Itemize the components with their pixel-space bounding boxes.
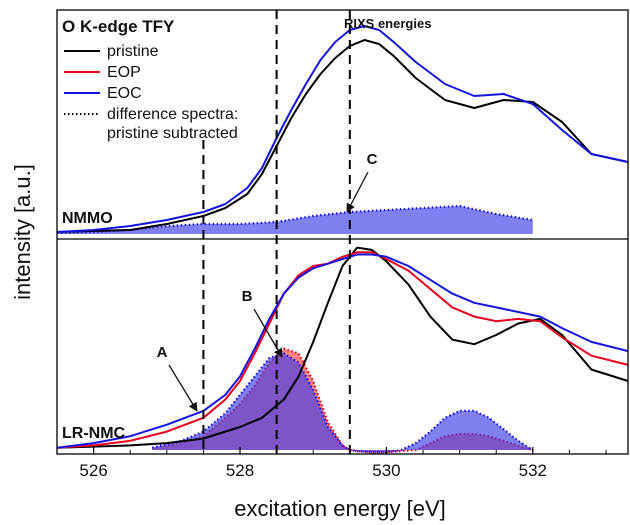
plot-frame <box>56 9 629 455</box>
difference-fills <box>56 204 534 454</box>
series-line-eop-lr-nmc <box>56 251 629 449</box>
rixs-energies-label: RIXS energies <box>344 16 431 31</box>
x-tick-label-530: 530 <box>372 461 400 480</box>
legend-label-difference-line2: pristine subtracted <box>107 125 238 142</box>
annotation-arrow-b <box>253 308 283 358</box>
x-tick-label-532: 532 <box>519 461 547 480</box>
x-axis-ticks: 526 528 530 532 <box>56 447 607 480</box>
x-axis-label: excitation energy [eV] <box>234 496 446 521</box>
difference-area-eoc-lr-nmc <box>152 353 533 453</box>
series-line-eoc-lr-nmc <box>56 253 629 449</box>
rixs-energy-lines <box>202 10 351 454</box>
spectra-lines <box>56 25 629 449</box>
annotation-c: C <box>367 151 378 168</box>
annotation-b: B <box>242 288 253 305</box>
legend-label-pristine: pristine <box>107 43 159 60</box>
x-tick-label-526: 526 <box>79 461 107 480</box>
annotations: A B C <box>157 151 378 412</box>
y-axis-label: intensity [a.u.] <box>10 164 35 300</box>
legend: O K-edge TFY pristine EOP EOC difference… <box>62 17 238 142</box>
series-line-eoc-nmmo <box>56 25 629 233</box>
legend-label-difference: difference spectra: <box>107 106 238 123</box>
legend-title: O K-edge TFY <box>62 17 175 36</box>
difference-area-eoc-nmmo <box>57 206 533 234</box>
panel-label-nmmo: NMMO <box>62 210 113 227</box>
series-line-pristine-lr-nmc <box>56 246 629 449</box>
annotation-a: A <box>157 344 168 361</box>
legend-label-eop: EOP <box>107 64 141 81</box>
legend-label-eoc: EOC <box>107 85 142 102</box>
annotation-arrow-a <box>168 364 198 412</box>
annotation-arrow-c <box>346 171 369 213</box>
panel-label-lr-nmc: LR-NMC <box>62 425 126 442</box>
x-tick-label-528: 528 <box>226 461 254 480</box>
difference-line-eoc-lr-nmc <box>151 352 534 454</box>
